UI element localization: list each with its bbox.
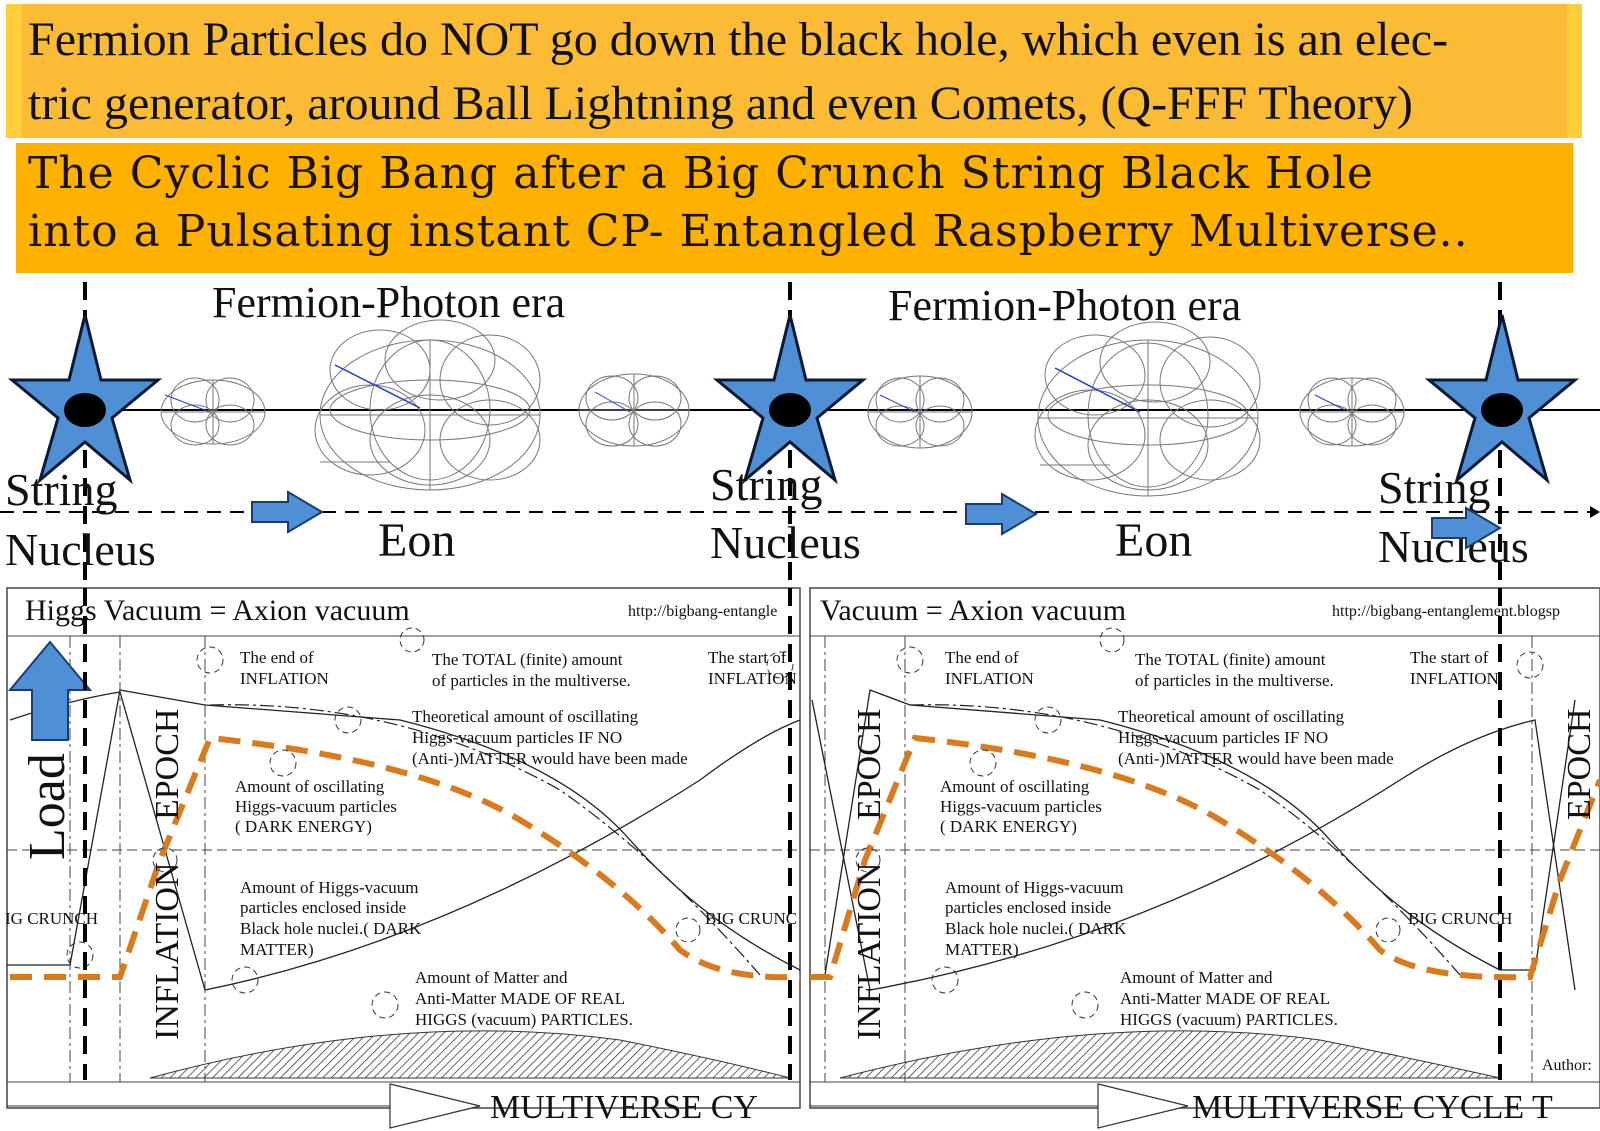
big-crunch-label: BIG CRUNCH xyxy=(1408,909,1512,928)
raspberry-universe-cloud-small-4 xyxy=(1299,377,1405,447)
string-label: String xyxy=(5,464,117,515)
dark-matter-line2: particles enclosed inside xyxy=(945,898,1111,917)
matter-line3: HIGGS (vacuum) PARTICLES. xyxy=(1120,1010,1338,1029)
era-label: Fermion-Photon era xyxy=(212,278,565,327)
cycle-arrow xyxy=(810,1083,1189,1129)
raspberry-universe-cloud-small-2 xyxy=(578,373,690,447)
panel-header: Vacuum = Axion vacuum xyxy=(820,594,1126,627)
theoretical-line3: (Anti-)MATTER would have been made xyxy=(412,749,688,768)
raspberry-universe-cloud-small-1 xyxy=(160,377,266,446)
dark-matter-line1: Amount of Higgs-vacuum xyxy=(240,878,418,897)
theoretical-line1: Theoretical amount of oscillating xyxy=(412,707,639,726)
dark-matter-line2: particles enclosed inside xyxy=(240,898,406,917)
dark-matter-line1: Amount of Higgs-vacuum xyxy=(945,878,1123,897)
raspberry-universe-cloud-large-2 xyxy=(1034,321,1261,497)
dark-energy-line3: ( DARK ENERGY) xyxy=(235,817,372,836)
matter-line3: HIGGS (vacuum) PARTICLES. xyxy=(415,1010,633,1029)
dark-matter-line4: MATTER) xyxy=(945,940,1019,959)
panel-left: Higgs Vacuum = Axion vacuum http://bigba… xyxy=(5,587,801,1129)
theoretical-line3: (Anti-)MATTER would have been made xyxy=(1118,749,1394,768)
dark-energy-line2: Higgs-vacuum particles xyxy=(235,797,397,816)
panel-right: Vacuum = Axion vacuum http://bigbang-ent… xyxy=(809,587,1600,1129)
star-icon xyxy=(7,314,163,485)
right-arrow-icon xyxy=(1431,506,1502,550)
theoretical-line2: Higgs-vacuum particles IF NO xyxy=(412,728,622,747)
theoretical-line2: Higgs-vacuum particles IF NO xyxy=(1118,728,1328,747)
total-amount-line2: of particles in the multiverse. xyxy=(1135,671,1334,690)
dark-matter-line4: MATTER) xyxy=(240,940,314,959)
nucleus-label: Nucleus xyxy=(5,524,156,575)
inflation-label: INFLATION xyxy=(851,862,888,1040)
panel-header: Higgs Vacuum = Axion vacuum xyxy=(25,594,410,627)
second-banner-text: The Cyclic Big Bang after a Big Crunch S… xyxy=(28,148,1469,257)
raspberry-universe-cloud-small-3 xyxy=(867,375,973,449)
vertical-dashed-separators-front xyxy=(83,588,1502,1080)
end-inflation-line1: The end of xyxy=(240,648,314,667)
big-crunch-label: IG CRUNCH xyxy=(5,909,98,928)
total-amount-line1: The TOTAL (finite) amount xyxy=(432,650,623,669)
second-banner: The Cyclic Big Bang after a Big Crunch S… xyxy=(16,143,1573,273)
total-amount-line1: The TOTAL (finite) amount xyxy=(1135,650,1326,669)
end-inflation-line1: The end of xyxy=(945,648,1019,667)
cycle-label: MULTIVERSE CYCLE T xyxy=(1192,1089,1553,1126)
start-inflation-line2: INFLATION xyxy=(708,669,797,688)
top-banner-text: Fermion Particles do NOT go down the bla… xyxy=(28,13,1449,130)
dark-matter-line3: Black hole nuclei.( DARK xyxy=(240,919,422,938)
right-arrow-icon xyxy=(965,492,1038,536)
string-label: String xyxy=(1378,462,1490,513)
epoch-label: EPOCH xyxy=(851,709,888,820)
star-icon xyxy=(712,314,868,485)
start-inflation-line1: The start of xyxy=(1410,648,1489,667)
top-banner: Fermion Particles do NOT go down the bla… xyxy=(0,0,1600,138)
total-amount-line2: of particles in the multiverse. xyxy=(432,671,631,690)
start-inflation-line1: The start of xyxy=(708,648,787,667)
cycle-arrow xyxy=(7,1083,481,1129)
raspberry-universe-cloud-large-1 xyxy=(314,319,541,491)
dark-energy-line1: Amount of oscillating xyxy=(235,777,385,796)
start-inflation-line2: INFLATION xyxy=(1410,669,1499,688)
matter-line2: Anti-Matter MADE OF REAL xyxy=(1120,989,1330,1008)
eon-label: Eon xyxy=(378,514,455,567)
nucleus-label: Nucleus xyxy=(710,517,861,568)
panel-url: http://bigbang-entanglement.blogsp xyxy=(1332,603,1560,620)
matter-line1: Amount of Matter and xyxy=(1120,968,1273,987)
matter-line2: Anti-Matter MADE OF REAL xyxy=(415,989,625,1008)
right-arrow-icon xyxy=(251,490,324,534)
string-label: String xyxy=(710,459,822,510)
eon-label: Eon xyxy=(1115,514,1192,567)
star-icon xyxy=(1424,314,1580,485)
dark-energy-line3: ( DARK ENERGY) xyxy=(940,817,1077,836)
dark-energy-line1: Amount of oscillating xyxy=(940,777,1090,796)
inflation-label: INFLATION xyxy=(149,862,186,1040)
matter-line1: Amount of Matter and xyxy=(415,968,568,987)
epoch-label: EPOCH xyxy=(149,709,186,820)
epoch-label: EPOCH xyxy=(1561,709,1598,820)
big-crunch-label: BIG CRUNC xyxy=(705,909,797,928)
theoretical-line1: Theoretical amount of oscillating xyxy=(1118,707,1345,726)
end-inflation-line2: INFLATION xyxy=(240,669,329,688)
author-label: Author: xyxy=(1542,1057,1592,1074)
era-label: Fermion-Photon era xyxy=(888,281,1241,330)
cycle-label: MULTIVERSE CY xyxy=(490,1089,758,1126)
load-label: Load xyxy=(19,753,76,860)
top-banner-fill xyxy=(22,4,1567,138)
panel-url: http://bigbang-entangle xyxy=(628,603,777,620)
end-inflation-line2: INFLATION xyxy=(945,669,1034,688)
dark-energy-line2: Higgs-vacuum particles xyxy=(940,797,1102,816)
dark-matter-line3: Black hole nuclei.( DARK xyxy=(945,919,1127,938)
